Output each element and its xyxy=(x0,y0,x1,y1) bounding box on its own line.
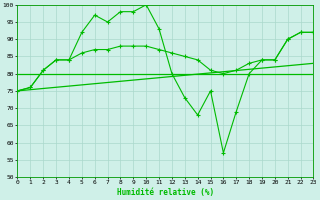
X-axis label: Humidité relative (%): Humidité relative (%) xyxy=(117,188,214,197)
